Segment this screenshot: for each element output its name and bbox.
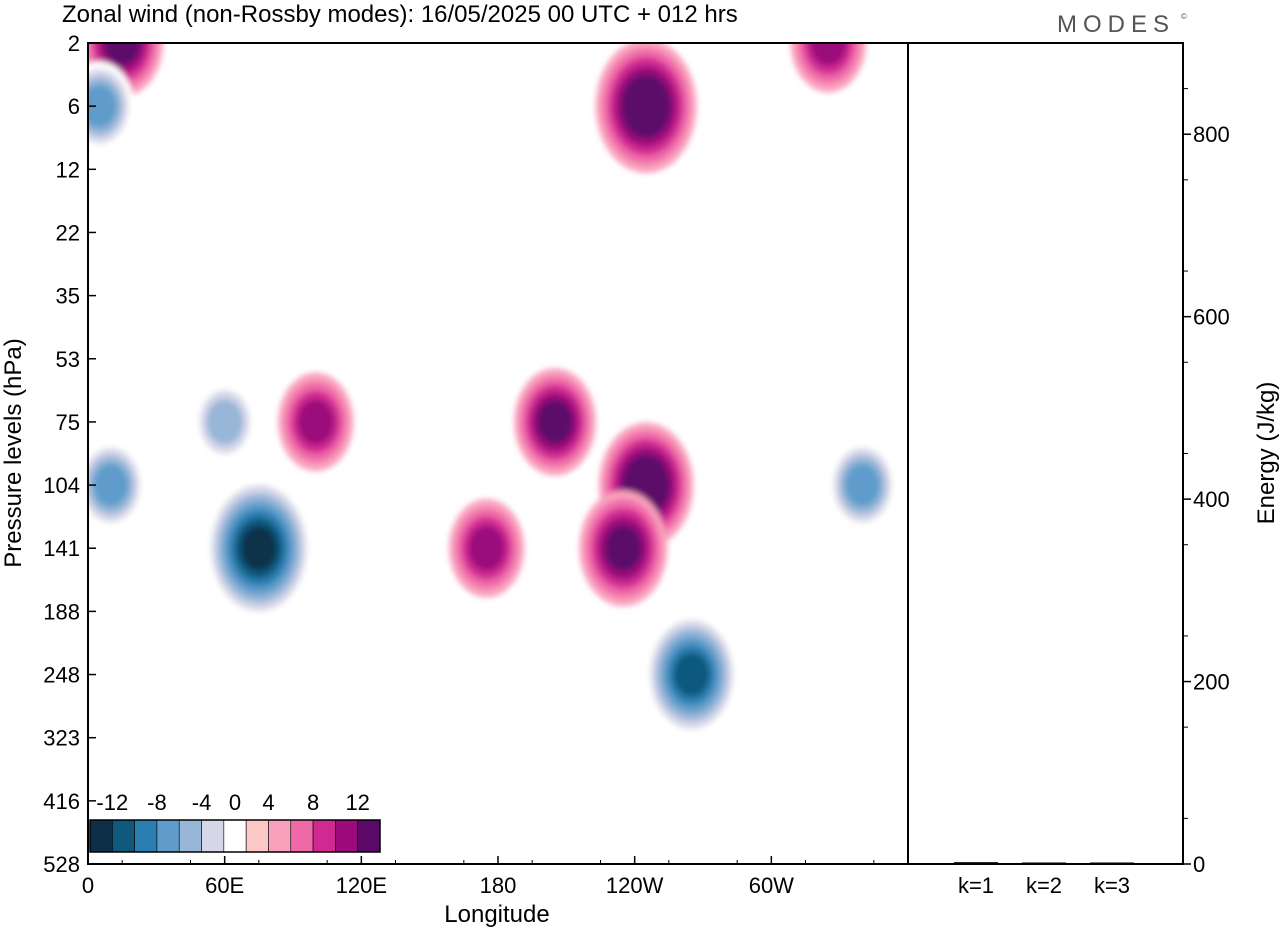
heatmap-panel [88,43,897,737]
colorbar-swatch [178,819,202,853]
wind-anomaly-1 [644,612,739,737]
wind-anomaly-10 [88,61,134,151]
contour-band [844,463,881,507]
colorbar-label: -4 [192,790,212,815]
colorbar-swatch [245,819,269,853]
energy-axis-label: Energy (J/kg) [1253,382,1280,525]
wind-anomaly-9 [278,372,354,472]
colorbar-label: 0 [229,790,241,815]
y-axis-label: Pressure levels (hPa) [0,338,27,567]
y-axis: 2 6 12 22 35 53 75 104 141 188 248 323 416 528 [43,31,96,877]
colorbar-label: 8 [307,790,319,815]
x-tick-label: 120W [606,873,664,898]
colorbar-swatch [156,819,180,853]
x-tick-label: 120E [336,873,387,898]
y-tick-label: 6 [68,94,80,119]
x-axis: 0 60E 120E 180 120W 60W [82,856,875,898]
energy-tick-label: 600 [1193,305,1230,330]
colorbar-border [89,819,381,853]
y-tick-label: 141 [43,536,80,561]
colorbar-swatch [290,819,314,853]
y-tick-label: 248 [43,663,80,688]
wind-anomaly-2 [598,422,694,548]
colorbar-label: -8 [147,790,167,815]
chart-title: Zonal wind (non-Rossby modes): 16/05/202… [62,1,738,28]
energy-tick-label: 800 [1193,122,1230,147]
wind-anomaly-6 [449,499,525,598]
colorbar-swatch [357,819,381,853]
colorbar-label: 4 [262,790,274,815]
colorbar: -12 -8 -4 0 4 8 12 [89,790,381,853]
energy-bar [954,862,998,864]
wind-anomaly-12 [193,381,256,463]
energy-category-label: k=2 [1026,873,1062,898]
contour-band [206,399,244,445]
x-tick-label: 60E [205,873,244,898]
colorbar-swatch [335,819,358,853]
contour-band [240,526,277,571]
x-tick-label: 180 [480,873,517,898]
wind-anomaly-13 [828,440,897,530]
y-tick-label: 104 [43,473,80,498]
colorbar-swatch [312,819,336,853]
wind-anomaly-3 [579,490,668,607]
wind-anomaly-11 [88,440,146,530]
modes-logo-mark: © [1181,12,1187,21]
y-tick-label: 12 [56,157,80,182]
energy-panel: 0 200 400 600 800 k=1 k=2 k=3 [954,88,1230,898]
contour-band [627,83,665,129]
contour-band [93,463,129,507]
x-tick-label: 0 [82,873,94,898]
energy-tick-label: 0 [1193,852,1205,877]
energy-category-label: k=1 [958,873,994,898]
y-tick-label: 188 [43,599,80,624]
y-tick-label: 35 [56,284,80,309]
contour-band [673,652,710,697]
modes-logo: MODES [1057,11,1175,38]
y-tick-label: 75 [56,410,80,435]
y-tick-label: 323 [43,726,80,751]
contour-band [468,525,506,572]
x-axis-label: Longitude [444,901,549,928]
energy-category-label: k=3 [1094,873,1130,898]
colorbar-swatch [134,819,158,853]
contour-band [604,525,642,572]
energy-bar [1090,862,1134,864]
colorbar-label: -12 [96,790,128,815]
y-tick-label: 2 [68,31,80,56]
colorbar-swatch [112,819,135,853]
energy-tick-label: 200 [1193,670,1230,695]
contour-band [297,399,335,445]
x-tick-label: 60W [749,873,794,898]
contour-band [809,43,847,66]
colorbar-swatch [268,819,292,853]
wind-anomaly-5 [514,368,596,476]
contour-band [104,43,140,65]
colorbar-swatch [223,819,247,853]
colorbar-swatch [89,819,113,853]
contour-band [537,400,573,444]
energy-bar [1022,862,1066,864]
y-tick-label: 53 [56,347,80,372]
wind-anomaly-0 [205,477,313,620]
energy-tick-label: 400 [1193,487,1230,512]
contour-band [88,84,117,128]
y-tick-label: 22 [56,220,80,245]
y-tick-label: 528 [43,852,80,877]
colorbar-swatch [201,819,225,853]
wind-anomaly-4 [595,43,697,173]
colorbar-label: 12 [345,790,369,815]
wind-anomaly-8 [790,43,866,93]
y-tick-label: 416 [43,789,80,814]
